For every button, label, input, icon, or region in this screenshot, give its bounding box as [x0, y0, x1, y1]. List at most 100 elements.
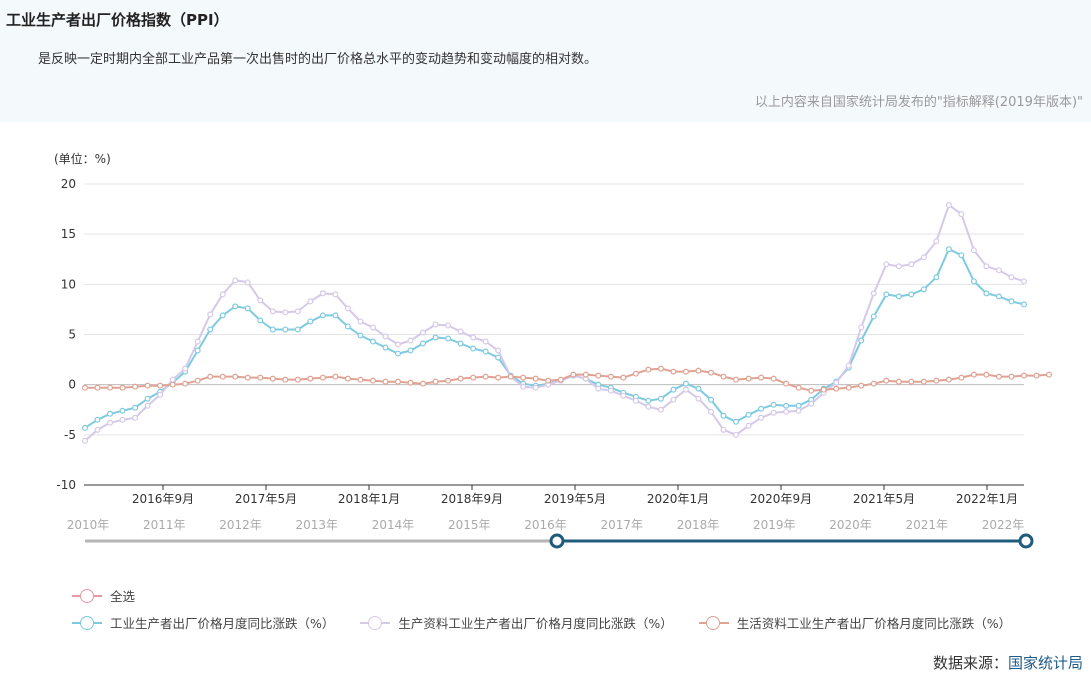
series-0-point	[908, 291, 915, 298]
series-2-point	[532, 375, 539, 382]
slider-handle-start[interactable]	[549, 533, 565, 549]
series-1-point	[94, 426, 101, 433]
series-1-point	[294, 308, 301, 315]
series-1-point	[369, 324, 376, 331]
legend-item-production[interactable]: 生产资料工业生产者出厂价格月度同比涨跌（%）	[360, 613, 673, 632]
slider-year-label: 2010年	[67, 518, 110, 532]
series-1-point	[157, 391, 164, 398]
y-tick-label: 15	[61, 227, 76, 241]
series-2-point	[808, 387, 815, 394]
series-1-point	[670, 396, 677, 403]
series-2-point	[332, 373, 339, 380]
series-0-point	[194, 347, 201, 354]
series-2-point	[282, 376, 289, 383]
series-2-point	[207, 373, 214, 380]
series-1-point	[407, 337, 414, 344]
indicator-description: 是反映一定时期内全部工业产品第一次出售时的出厂价格总水平的变动趋势和变动幅度的相…	[38, 52, 598, 67]
series-0-point	[895, 293, 902, 300]
series-line-0	[84, 248, 1025, 429]
series-2-point	[995, 373, 1002, 380]
series-2-point	[545, 377, 552, 384]
series-2-point	[933, 377, 940, 384]
legend-living-marker	[698, 615, 729, 630]
series-0-point	[344, 323, 351, 330]
y-tick-label: 0	[68, 378, 76, 392]
series-1-point	[495, 347, 502, 354]
y-tick-label: -5	[64, 428, 76, 442]
x-tick-label: 2018年9月	[441, 492, 503, 506]
series-2-point	[169, 381, 176, 388]
series-1-point	[144, 402, 151, 409]
ppi-line-chart: (单位：%) -10 -5 0 5 10 15 20 2016年9月 2017年5月 2018年1月…	[54, 151, 1053, 549]
series-0-point	[144, 395, 151, 402]
series-2-point	[670, 368, 677, 375]
series-0-point	[307, 318, 314, 325]
series-0-point	[294, 326, 301, 333]
y-tick-label: 5	[68, 328, 76, 342]
series-1-point	[983, 263, 990, 270]
y-axis-unit: (单位：%)	[54, 151, 111, 166]
series-2-point	[94, 384, 101, 391]
series-1-point	[695, 395, 702, 402]
series-0-point	[269, 326, 276, 333]
data-source: 数据来源：国家统计局	[933, 652, 1083, 673]
series-2-point	[357, 376, 364, 383]
data-source-org[interactable]: 国家统计局	[1007, 654, 1083, 672]
legend-item-ppi[interactable]: 工业生产者出厂价格月度同比涨跌（%）	[72, 613, 334, 632]
series-2-point	[783, 380, 790, 387]
slider-year-label: 2020年	[829, 518, 872, 532]
series-2-point	[420, 380, 427, 387]
series-1-point	[958, 211, 965, 218]
x-tick-label: 2018年1月	[338, 492, 400, 506]
series-0-point	[382, 344, 389, 351]
series-1-point	[457, 328, 464, 335]
series-0-point	[758, 405, 765, 412]
legend-living-label: 生活资料工业生产者出厂价格月度同比涨跌（%）	[736, 616, 1012, 631]
series-0-point	[770, 401, 777, 408]
series-1-point	[219, 291, 226, 298]
slider-year-label: 2012年	[219, 518, 262, 532]
x-tick-label: 2022年1月	[956, 492, 1018, 506]
x-tick-label: 2017年5月	[235, 492, 297, 506]
series-2-point	[507, 373, 514, 380]
series-2-point	[232, 373, 239, 380]
series-1-point	[232, 277, 239, 284]
x-tick-label: 2021年5月	[853, 492, 915, 506]
series-0-point	[707, 396, 714, 403]
series-2-point	[570, 371, 577, 378]
legend-select-all[interactable]: 全选	[72, 586, 135, 605]
series-2-point	[132, 383, 139, 390]
series-2-point	[1046, 371, 1053, 378]
series-2-point	[81, 384, 88, 391]
series-1-point	[382, 333, 389, 340]
legend-ppi-marker	[72, 615, 102, 630]
series-0-point	[407, 347, 414, 354]
series-2-point	[482, 373, 489, 380]
series-2-point	[945, 376, 952, 383]
series-2-point	[958, 374, 965, 381]
series-0-point	[670, 386, 677, 393]
legend-item-living[interactable]: 生活资料工业生产者出厂价格月度同比涨跌（%）	[698, 613, 1012, 632]
series-0-point	[282, 326, 289, 333]
series-2-point	[107, 384, 114, 391]
series-1-point	[870, 290, 877, 297]
legend-production-marker	[360, 615, 391, 630]
series-0-point	[983, 290, 990, 297]
series-1-point	[720, 426, 727, 433]
series-1-point	[470, 334, 477, 341]
series-1-point	[845, 362, 852, 369]
series-1-point	[257, 297, 264, 304]
series-1-point	[707, 408, 714, 415]
series-2-point	[883, 377, 890, 384]
series-0-point	[232, 303, 239, 310]
slider-handle-end[interactable]	[1018, 533, 1034, 549]
series-1-point	[833, 379, 840, 386]
series-0-point	[1008, 298, 1015, 305]
source-note: 以上内容来自国家统计局发布的"指标解释(2019年版本)"	[754, 95, 1083, 110]
series-2-point	[582, 371, 589, 378]
series-2-point	[470, 374, 477, 381]
series-2-point	[1033, 372, 1040, 379]
series-1-point	[607, 387, 614, 394]
series-2-point	[407, 379, 414, 386]
series-0-point	[457, 340, 464, 347]
